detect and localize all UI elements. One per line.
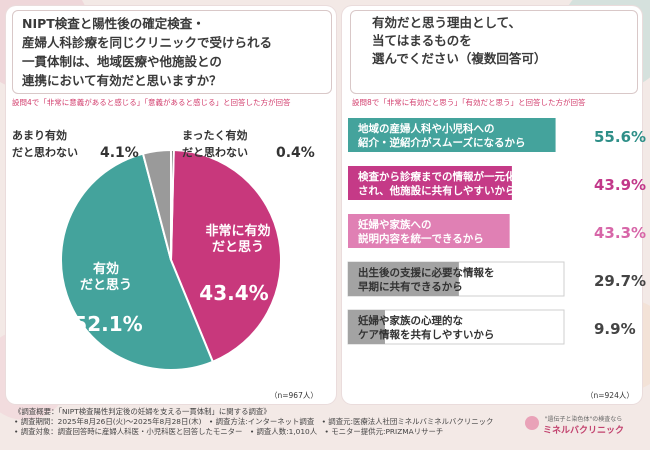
note-prefix: 設問4で bbox=[12, 98, 40, 107]
bar-2 bbox=[348, 214, 510, 248]
bar-1 bbox=[348, 166, 512, 200]
survey-footer: 《調査概要：「NIPT検査陽性判定後の妊婦を支える一貫体制」に関する調査》 • … bbox=[14, 407, 494, 437]
bar-0 bbox=[348, 118, 556, 152]
pie-value-0: 43.4% bbox=[199, 281, 268, 305]
pie-chart: 非常に有効だと思う 43.4% 有効だと思う 52.1% あまり有効だと思わない 4.1%… bbox=[12, 128, 315, 371]
bar-value-4: 9.9% bbox=[594, 320, 636, 338]
note-quote: 「非常に有効だと思う」「有効だと思う」 bbox=[379, 98, 519, 107]
pie-label-2: あまり有効だと思わない bbox=[12, 128, 78, 159]
right-question-box bbox=[350, 10, 638, 94]
bar-3 bbox=[348, 262, 459, 296]
logo-tagline: "遺伝子と染色体"の検査なら bbox=[544, 416, 623, 423]
clinic-logo: "遺伝子と染色体"の検査なら ミネルバクリニック bbox=[524, 414, 624, 436]
left-question: NIPT検査と陽性後の確定検査・ 産婦人科診療を同じクリニックで受けられる 一貫… bbox=[22, 16, 273, 88]
bar-value-2: 43.3% bbox=[594, 224, 646, 242]
note-prefix: 設問8で bbox=[352, 98, 380, 107]
right-question: 有効だと思う理由として、 当てはまるものを 選んでください（複数回答可） bbox=[372, 15, 547, 66]
bar-label-2: 妊婦や家族への説明内容を統一できるから bbox=[358, 218, 484, 245]
pie-value-2: 4.1% bbox=[100, 145, 139, 161]
right-sample-size: （n=924人） bbox=[586, 391, 634, 400]
bar-value-1: 43.9% bbox=[594, 176, 646, 194]
bar-label-4: 妊婦や家族の心理的なケア情報を共有しやすいから bbox=[358, 314, 494, 341]
left-sample-size: （n=967人） bbox=[270, 391, 318, 400]
bar-value-0: 55.6% bbox=[594, 128, 646, 146]
pie-slice-0 bbox=[169, 149, 282, 364]
bar-value-3: 29.7% bbox=[594, 272, 646, 290]
note-quote: 「非常に意義があると感じる」「意義があると感じる」 bbox=[39, 98, 224, 107]
right-question-note: 設問8で「非常に有効だと思う」「有効だと思う」と回答した方が回答 bbox=[352, 97, 586, 108]
pie-label-1: 有効だと思う bbox=[80, 261, 132, 293]
clinic-logo-icon bbox=[524, 416, 539, 430]
note-suffix: と回答した方が回答 bbox=[518, 98, 586, 107]
pie-slice-1 bbox=[60, 152, 215, 371]
left-question-box bbox=[12, 10, 332, 94]
bar-label-1: 検査から診療までの情報が一元化され、他施設に共有しやすいから bbox=[358, 170, 516, 197]
bar-label-0: 地域の産婦人科や小児科への紹介・逆紹介がスムーズになるから bbox=[358, 122, 525, 149]
bar-4 bbox=[348, 310, 385, 344]
bar-label-3: 出生後の支援に必要な情報を早期に共有できるから bbox=[358, 266, 495, 293]
pie-label-3: まったく有効だと思わない bbox=[182, 128, 248, 159]
bar-chart: 地域の産婦人科や小児科への紹介・逆紹介がスムーズになるから 55.6% 検査から診療… bbox=[347, 118, 646, 345]
left-question-note: 設問4で「非常に意義があると感じる」「意義があると感じる」と回答した方が回答 bbox=[12, 97, 291, 108]
logo-name: ミネルバクリニック bbox=[542, 426, 624, 436]
pie-slice-3 bbox=[170, 148, 175, 261]
pie-label-0: 非常に有効だと思う bbox=[205, 223, 270, 255]
pie-value-1: 52.1% bbox=[73, 312, 142, 336]
pie-value-3: 0.4% bbox=[276, 145, 315, 161]
note-suffix: と回答した方が回答 bbox=[223, 98, 291, 107]
